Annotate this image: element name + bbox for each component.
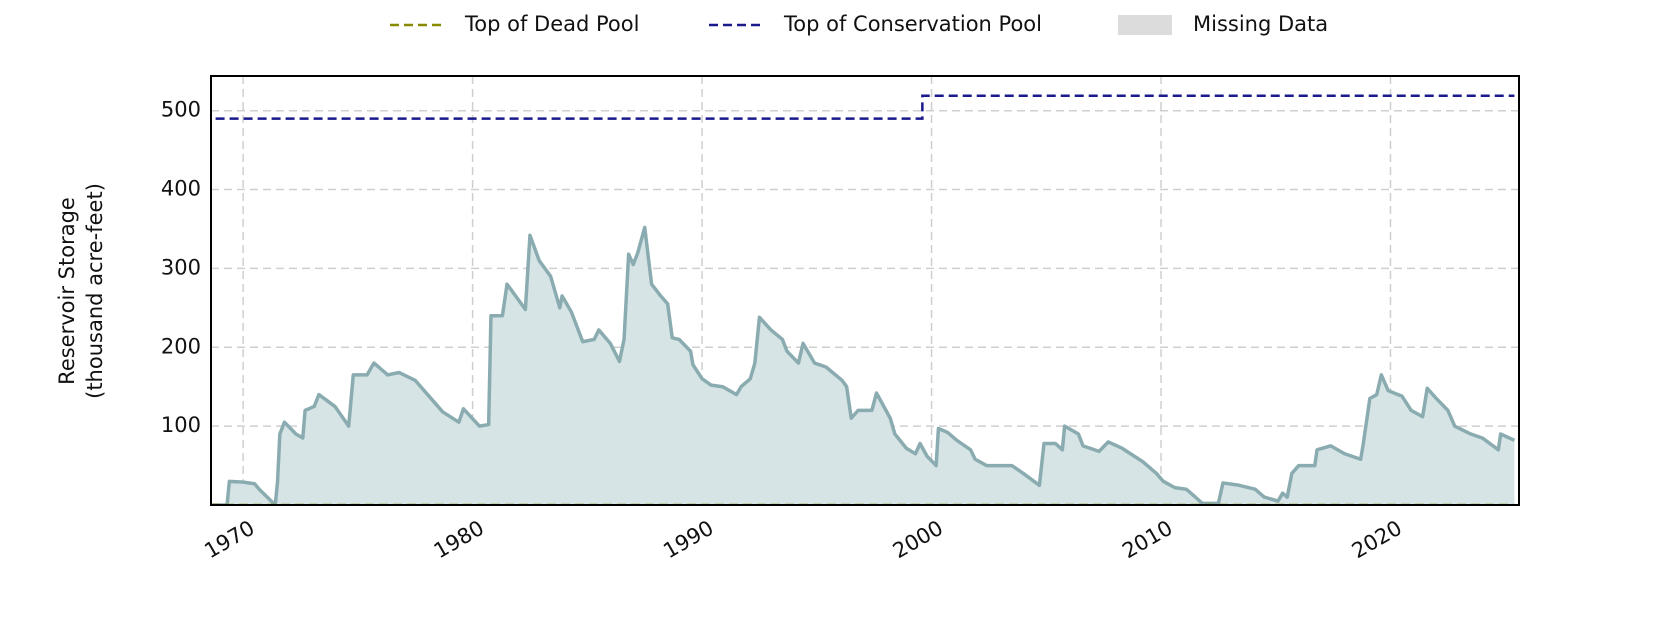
x-tick-label: 1980: [430, 516, 488, 564]
y-axis-label: Reservoir Storage: [55, 197, 79, 385]
legend-label: Missing Data: [1193, 12, 1328, 36]
y-axis-label: (thousand acre-feet): [83, 183, 107, 399]
pool-line: [215, 94, 1515, 120]
y-tick-label: 300: [161, 255, 201, 279]
y-tick-label: 200: [161, 334, 201, 358]
legend-label: Top of Conservation Pool: [783, 12, 1042, 36]
x-tick-label: 1990: [659, 516, 717, 564]
x-tick-label: 2000: [889, 516, 947, 564]
plot-area: [211, 94, 1516, 505]
plot-frame: [210, 75, 1520, 506]
x-tick-label: 1970: [200, 516, 258, 564]
legend-swatch: [1118, 15, 1172, 35]
y-tick-label: 400: [161, 177, 201, 201]
legend: Top of Dead Pool Top of Conservation Pool…: [390, 12, 1328, 36]
storage-area: [211, 227, 1515, 505]
y-tick-label: 500: [161, 98, 201, 122]
x-tick-label: 2020: [1348, 516, 1406, 564]
storage-line: [211, 225, 1516, 505]
x-tick-label: 2010: [1118, 516, 1176, 564]
legend-label: Top of Dead Pool: [464, 12, 639, 36]
y-tick-label: 100: [161, 413, 201, 437]
